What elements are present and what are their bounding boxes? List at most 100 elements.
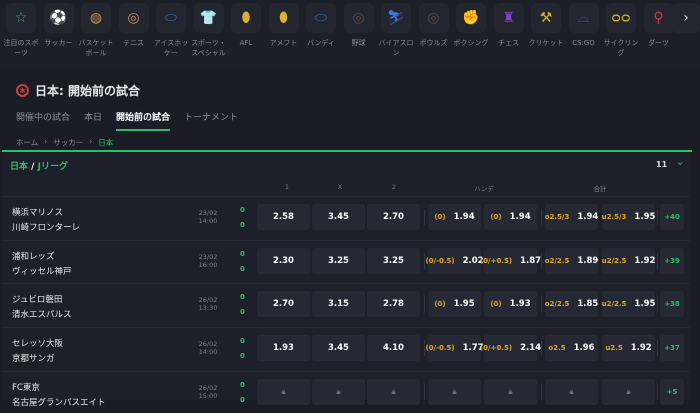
- sport-item[interactable]: ⚽ サッカー: [40, 3, 78, 48]
- away-team[interactable]: ヴィッセル神戸: [12, 267, 72, 277]
- odds-button[interactable]: 3.25: [312, 248, 365, 274]
- odds-button[interactable]: 2.70: [257, 291, 310, 317]
- divider: [424, 209, 425, 225]
- handicap-odds-button[interactable]: (0) 1.94: [484, 204, 537, 230]
- odds-button[interactable]: 🔒︎: [312, 379, 365, 405]
- breadcrumb-soccer[interactable]: サッカー: [53, 138, 84, 147]
- handicap-odds-button[interactable]: (0/-0.5) 1.77: [425, 335, 484, 361]
- star-icon: ☆: [6, 3, 36, 33]
- chevron-right-icon: ›: [683, 10, 689, 26]
- handicap-odds-button[interactable]: (0/+0.5) 2.14: [480, 335, 541, 361]
- total-odds-button[interactable]: o2.5/3 1.94: [545, 204, 598, 230]
- total-odds-button[interactable]: u2.5 1.92: [602, 335, 655, 361]
- odds-button[interactable]: 3.45: [312, 335, 365, 361]
- sport-label: ボクシング: [453, 39, 489, 47]
- col-handicap: ハンデ: [474, 185, 494, 193]
- dart-icon: ⚲: [643, 3, 674, 33]
- total-odds-button[interactable]: o2/2.5 1.85: [545, 291, 598, 317]
- sport-label: サイクリング: [603, 39, 639, 57]
- tab-item[interactable]: 開始前の試合: [116, 110, 171, 131]
- more-markets-button[interactable]: +38: [660, 291, 684, 317]
- sport-item[interactable]: ⬮ アメフト: [265, 3, 303, 48]
- odds-button[interactable]: 2.78: [367, 291, 420, 317]
- odds-button[interactable]: 3.15: [312, 291, 365, 317]
- sport-item[interactable]: ⚒ クリケット: [527, 3, 565, 48]
- odds-button[interactable]: 4.10: [367, 335, 420, 361]
- away-team[interactable]: 京都サンガ: [12, 354, 55, 364]
- total-odds-button[interactable]: o2.5 1.96: [545, 335, 598, 361]
- sport-item[interactable]: ⬭ バンディ: [302, 3, 340, 48]
- away-team[interactable]: 清水エスパルス: [12, 310, 72, 320]
- home-team[interactable]: ジュビロ磐田: [12, 295, 63, 305]
- sport-item[interactable]: 👕 スポーツ・スペシャル: [190, 3, 228, 58]
- more-markets-button[interactable]: +40: [660, 204, 684, 230]
- sport-item[interactable]: ⌓ CS:GO: [565, 3, 603, 48]
- home-team[interactable]: 浦和レッズ: [12, 252, 55, 262]
- sport-item[interactable]: ⚲ ダーツ: [640, 3, 678, 48]
- sport-item[interactable]: ⛷ バイアスロン: [377, 3, 415, 58]
- sports-next-button[interactable]: ›: [672, 3, 700, 33]
- odds-button[interactable]: 🔒︎: [257, 379, 310, 405]
- odds-button[interactable]: 2.30: [257, 248, 310, 274]
- handicap-odds-button[interactable]: (0/+0.5) 1.87: [480, 248, 541, 274]
- total-odds-button[interactable]: 🔒︎: [545, 379, 598, 405]
- breadcrumb: ホーム › サッカー › 日本: [16, 137, 114, 147]
- odds-button[interactable]: 1.93: [257, 335, 310, 361]
- match-row: ジュビロ磐田 清水エスパルス 26/02 13:30 0 0 2.70 3.15 2.…: [2, 283, 690, 325]
- more-markets-button[interactable]: +39: [660, 248, 684, 274]
- football-icon: ⬮: [268, 3, 299, 33]
- more-markets-button[interactable]: +37: [660, 335, 684, 361]
- odds-button[interactable]: 🔒︎: [367, 379, 420, 405]
- handicap-odds-button[interactable]: (0) 1.93: [484, 291, 537, 317]
- away-team[interactable]: 川崎フロンターレ: [12, 223, 81, 233]
- sport-item[interactable]: ⬮ AFL: [227, 3, 265, 48]
- breadcrumb-home[interactable]: ホーム: [16, 138, 39, 147]
- biathlon-icon: ⛷: [381, 3, 411, 33]
- total-odds-button[interactable]: u2.5/3 1.95: [602, 204, 655, 230]
- tab-item[interactable]: 本日: [84, 113, 103, 123]
- handicap-odds-button[interactable]: (0) 1.95: [428, 291, 481, 317]
- divider: [541, 340, 542, 356]
- tab-item[interactable]: トーナメント: [184, 113, 239, 123]
- lock-icon: 🔒︎: [569, 387, 574, 396]
- sport-label: バンディ: [307, 39, 335, 47]
- total-odds-button[interactable]: u2/2.5 1.95: [602, 291, 655, 317]
- divider: [424, 384, 425, 400]
- chevron-down-icon[interactable]: ⌄: [676, 157, 685, 168]
- more-markets-button[interactable]: +5: [660, 379, 684, 405]
- sport-item[interactable]: ◎ 野球: [340, 3, 378, 48]
- home-score: 0: [240, 337, 245, 345]
- sport-item[interactable]: ᴑᴑ サイクリング: [602, 3, 640, 58]
- sport-item[interactable]: ⬭ アイスホッケー: [152, 3, 190, 58]
- match-datetime: 26/02 13:30: [198, 296, 218, 312]
- match-row: セレッソ大阪 京都サンガ 26/02 14:00 0 0 1.93 3.45 4.10…: [2, 327, 690, 369]
- tab-item[interactable]: 開催中の試合: [16, 113, 71, 123]
- sport-item[interactable]: ◎ ボウルズ: [415, 3, 453, 48]
- sport-item[interactable]: ◍ バスケットボール: [77, 3, 115, 58]
- divider: [424, 340, 425, 356]
- handicap-odds-button[interactable]: (0/-0.5) 2.02: [425, 248, 484, 274]
- sport-item[interactable]: ◎ テニス: [115, 3, 153, 48]
- odds-button[interactable]: 3.45: [312, 204, 365, 230]
- odds-button[interactable]: 2.70: [367, 204, 420, 230]
- home-team[interactable]: FC東京: [12, 383, 40, 393]
- total-odds-button[interactable]: u2/2.5 1.92: [602, 248, 655, 274]
- league-header[interactable]: 日本 / Jリーグ: [10, 162, 68, 172]
- odds-button[interactable]: 2.58: [257, 204, 310, 230]
- sport-item[interactable]: ☆ 注目のスポーツ: [2, 3, 40, 58]
- sport-item[interactable]: ♜ チェス: [490, 3, 528, 48]
- handicap-odds-button[interactable]: (0) 1.94: [428, 204, 481, 230]
- away-team[interactable]: 名古屋グランパスエイト: [12, 398, 106, 408]
- divider: [541, 209, 542, 225]
- home-score: 0: [240, 206, 245, 214]
- home-team[interactable]: セレッソ大阪: [12, 339, 64, 349]
- total-odds-button[interactable]: o2/2.5 1.89: [545, 248, 598, 274]
- total-odds-button[interactable]: 🔒︎: [602, 379, 655, 405]
- handicap-odds-button[interactable]: 🔒︎: [428, 379, 481, 405]
- sport-item[interactable]: ✊ ボクシング: [452, 3, 490, 48]
- home-team[interactable]: 横浜マリノス: [12, 208, 64, 218]
- lock-icon: 🔒︎: [281, 387, 286, 396]
- handicap-odds-button[interactable]: 🔒︎: [484, 379, 537, 405]
- odds-button[interactable]: 3.25: [367, 248, 420, 274]
- divider: [541, 296, 542, 312]
